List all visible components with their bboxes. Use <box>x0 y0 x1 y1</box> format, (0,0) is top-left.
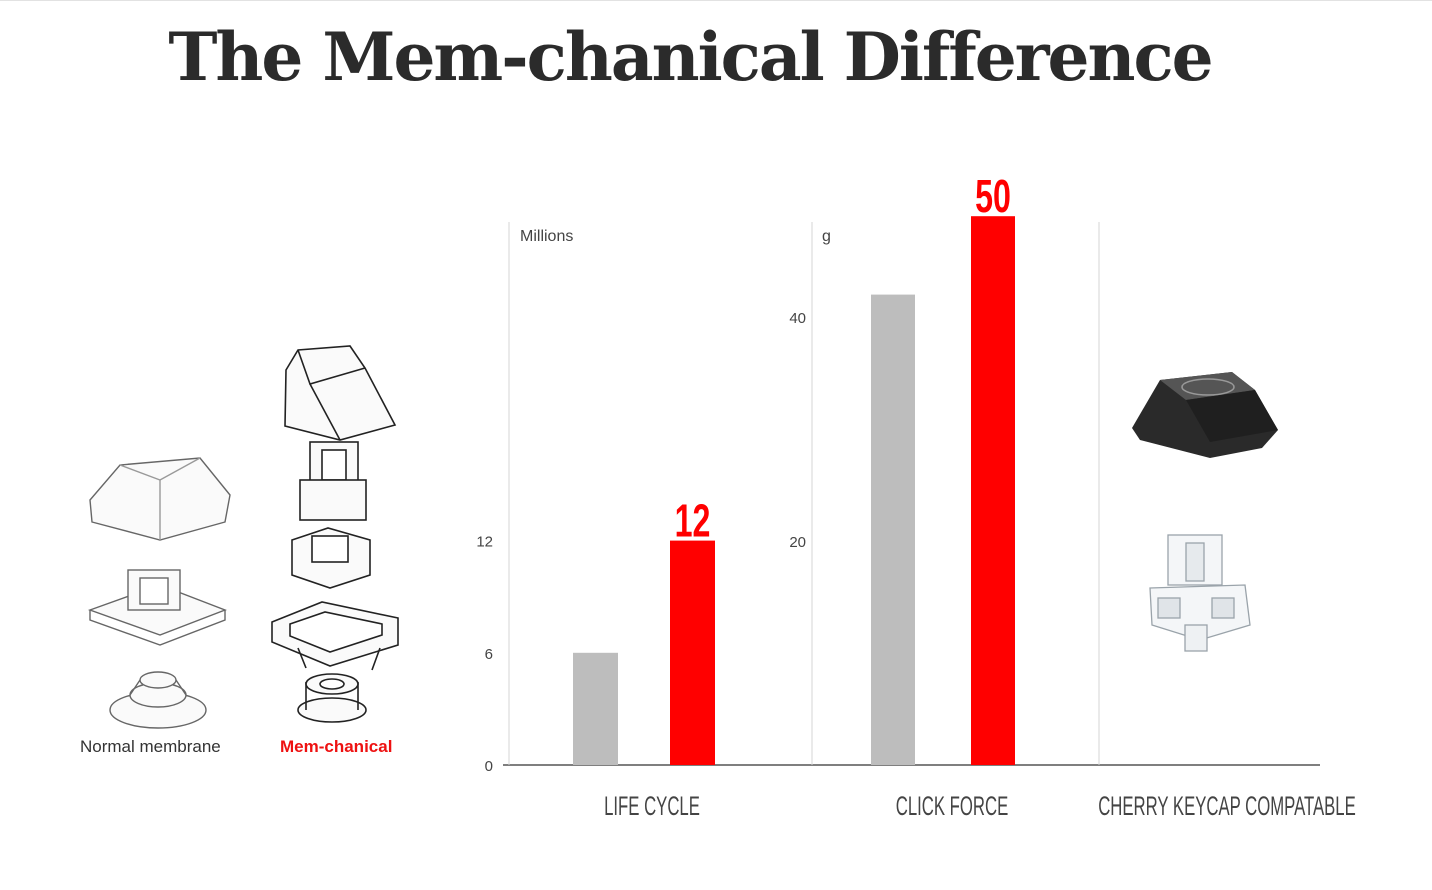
click-force-label: CLICK FORCE <box>896 791 1009 821</box>
life-cycle-y-tick: 12 <box>476 534 493 551</box>
click-force-bar-memchanical <box>971 216 1015 765</box>
life-cycle-y-tick: 6 <box>485 646 493 663</box>
keycap-icon <box>1132 372 1278 458</box>
click-force-bar-normal <box>871 294 915 765</box>
click-force-data-label: 50 <box>975 172 1011 223</box>
switch-illustration <box>87 345 399 729</box>
cherry-stem-icon <box>1149 534 1251 652</box>
life-cycle-label: LIFE CYCLE <box>604 791 700 821</box>
cherry-compatible-label: CHERRY KEYCAP COMPATABLE <box>1098 791 1356 821</box>
top-border <box>0 0 1432 1</box>
page-title: The Mem-chanical Difference <box>168 18 1213 96</box>
click-force-unit: g <box>822 228 831 245</box>
click-force-y-tick: 40 <box>789 310 806 327</box>
click-force-y-tick: 20 <box>789 534 806 551</box>
memchanical-switch-icon <box>271 345 399 723</box>
life-cycle-bar-normal <box>573 652 618 765</box>
life-cycle-bar-memchanical <box>670 540 715 765</box>
life-cycle-data-label: 12 <box>675 496 711 547</box>
label-memchanical: Mem-chanical <box>280 737 393 756</box>
life-cycle-y-tick: 0 <box>485 758 493 775</box>
label-normal-membrane: Normal membrane <box>80 737 221 756</box>
membrane-switch-icon <box>87 457 231 729</box>
life-cycle-unit: Millions <box>520 228 573 245</box>
